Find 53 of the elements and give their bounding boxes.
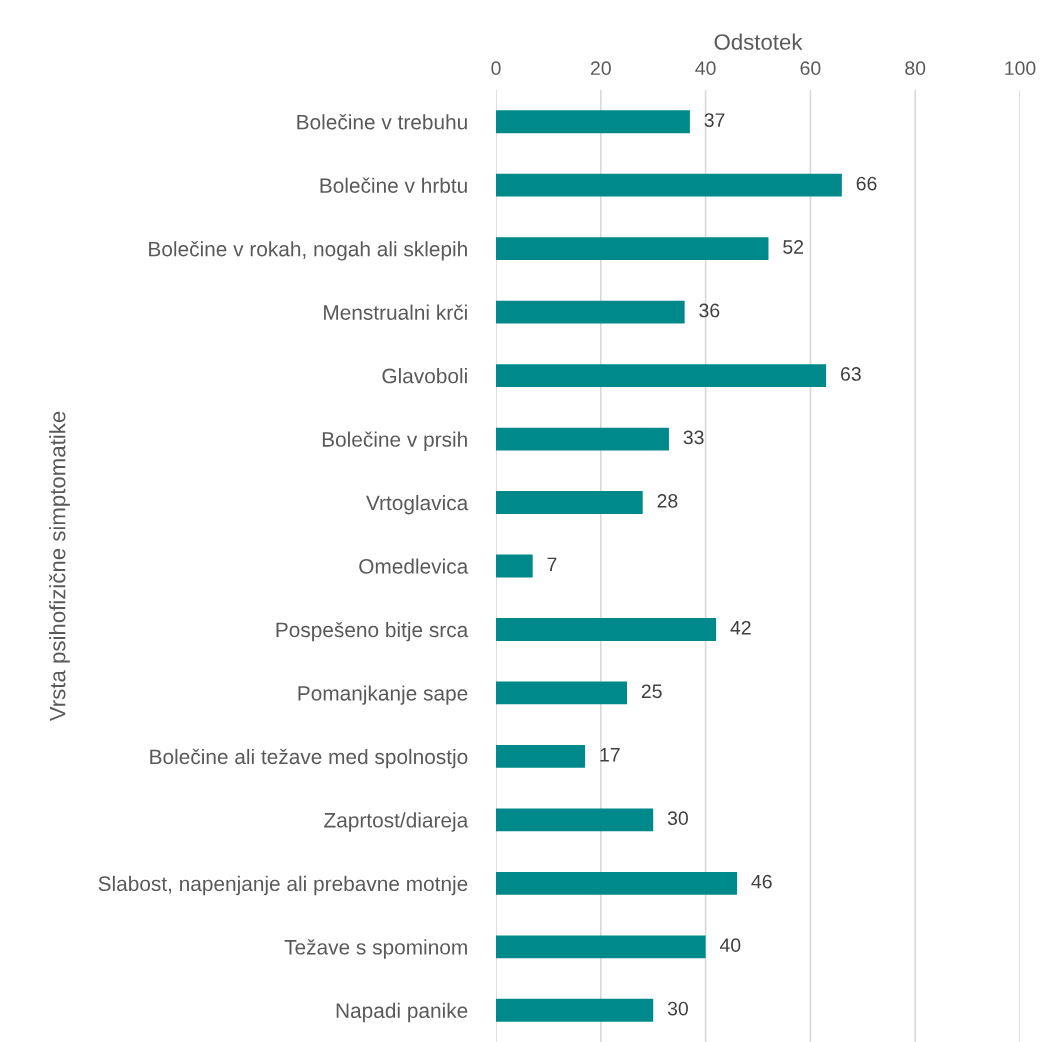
data-label: 36 (699, 303, 720, 318)
data-label: 33 (683, 430, 704, 445)
bar (496, 935, 706, 959)
bar (496, 618, 717, 641)
y-tick-label: Bolečine ali težave med spolnostjo (150, 748, 468, 769)
bar (496, 744, 586, 768)
y-tick-label: Menstrualni krči (324, 304, 467, 320)
data-label: 37 (704, 113, 725, 127)
data-label: 7 (547, 557, 557, 572)
bar (496, 364, 827, 388)
data-label: 52 (783, 240, 804, 254)
data-label: 30 (667, 811, 688, 826)
bar (496, 554, 533, 578)
bar (496, 871, 738, 895)
y-axis-title: Vrsta psihofizične simptomatike (49, 411, 70, 722)
x-tick-label: 100 (1005, 61, 1036, 76)
bar (496, 237, 769, 261)
y-tick-label: Napadi panike (336, 1002, 468, 1023)
y-tick-label: Omedlevica (359, 558, 469, 574)
x-tick-label: 0 (491, 61, 501, 76)
bar (496, 173, 842, 197)
x-tick-label: 60 (800, 61, 821, 76)
x-tick-label: 80 (905, 61, 926, 76)
bar (496, 491, 643, 514)
x-axis-title: Odstotek (714, 33, 803, 50)
y-tick-label: Glavoboli (382, 368, 467, 384)
data-label: 30 (667, 1001, 688, 1016)
data-label: 63 (841, 367, 861, 381)
y-tick-label: Težave s spominom (284, 939, 467, 959)
y-tick-label: Slabost, napenjanje ali prebavne motnje (98, 875, 468, 896)
y-tick-label: Bolečine v rokah, nogah ali sklepih (149, 241, 467, 261)
y-tick-label: Pospešeno bitje srca (276, 621, 469, 642)
data-label: 25 (641, 684, 662, 699)
y-tick-label: Bolečine v prsih (322, 431, 467, 451)
y-tick-label: Bolečine v trebuhu (297, 114, 467, 130)
y-tick-label: Zaprtost/diareja (324, 812, 469, 832)
x-tick-label: 40 (695, 61, 716, 76)
x-tick-label: 20 (590, 61, 611, 76)
data-label: 66 (856, 176, 877, 191)
bar (496, 808, 654, 832)
data-label: 28 (657, 493, 678, 508)
bar (496, 998, 654, 1022)
data-label: 40 (719, 938, 741, 953)
bar (496, 300, 685, 324)
data-label: 42 (730, 620, 751, 635)
bar (496, 681, 627, 705)
y-tick-label: Bolečine v hrbtu (320, 177, 467, 193)
bar (496, 110, 690, 134)
data-label: 17 (600, 748, 620, 762)
y-tick-label: Vrtoglavica (366, 494, 469, 515)
y-tick-label: Pomanjkanje sape (298, 685, 468, 705)
data-label: 46 (751, 874, 772, 889)
bar (496, 427, 669, 451)
